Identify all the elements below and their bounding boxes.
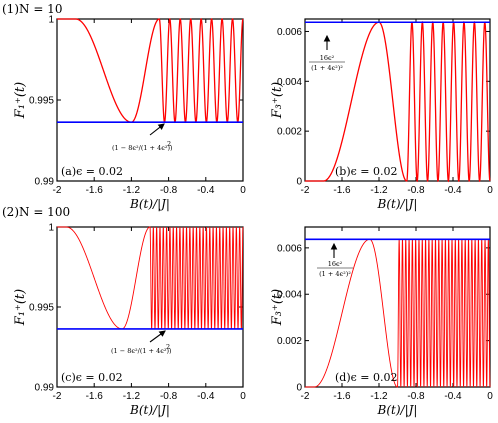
annotation-numerator: 16ϵ²	[328, 260, 343, 268]
x-tick-label: 0	[487, 185, 493, 196]
y-tick-label: 1	[48, 223, 54, 234]
x-tick-label: -2	[53, 185, 62, 196]
panel-label-c: (c)ϵ = 0.02	[61, 371, 123, 384]
x-tick-label: -0.8	[407, 185, 425, 196]
section-label-n100: (2)N = 100	[2, 205, 71, 219]
x-tick-label: -0.4	[444, 185, 462, 196]
x-tick-label: -2	[301, 185, 310, 196]
panel-b: -2 -1.6 -1.2 -0.8 -0.4 0 0 0.002 0.004 0.006 B(t)/…	[270, 18, 493, 211]
x-tick-label: -0.8	[407, 391, 425, 402]
annotation-exponent: 2	[166, 343, 170, 351]
annotation-formula: (1 − 8ϵ²/(1 + 4ϵ²))	[112, 144, 173, 152]
plot-frame	[304, 18, 491, 182]
y-axis-label: F₁⁺(t)	[13, 289, 28, 326]
x-tick-label: -2	[53, 391, 62, 402]
x-tick-label: 0	[487, 391, 493, 402]
x-tick-label: -2	[301, 391, 310, 402]
x-tick-label: -1.6	[86, 391, 104, 402]
panel-label-d: (d)ϵ = 0.02	[335, 371, 398, 384]
panel-c: -2 -1.6 -1.2 -0.8 -0.4 0 0.99 0.995 1 B(t)/|J| F₁⁺…	[13, 223, 246, 418]
annotation-denominator: (1 + 4ϵ²)²	[319, 270, 351, 278]
series-curve-d	[305, 238, 491, 388]
x-axis-label: B(t)/|J|	[377, 403, 418, 417]
y-tick-label: 1	[48, 15, 54, 26]
x-tick-label: -0.4	[197, 391, 215, 402]
y-axis-label: F₁⁺(t)	[13, 82, 28, 119]
annotation-denominator: (1 + 4ϵ²)²	[311, 64, 343, 72]
annotation-formula: (1 − 8ϵ²/(1 + 4ϵ²))	[111, 347, 172, 355]
x-tick-label: -1.2	[370, 185, 388, 196]
y-tick-label: 0	[296, 383, 302, 394]
x-axis-label: B(t)/|J|	[377, 197, 418, 211]
y-tick-label: 0.002	[277, 336, 302, 347]
x-tick-label: -1.2	[370, 391, 388, 402]
panel-a: -2 -1.6 -1.2 -0.8 -0.4 0 0.99 0.995 1 B(t)/|J| F₁⁺…	[13, 15, 246, 212]
x-tick-label: -1.6	[333, 391, 351, 402]
y-tick-label: 0.006	[277, 27, 302, 38]
y-tick-label: 0.99	[35, 177, 55, 188]
x-tick-label: 0	[240, 391, 246, 402]
x-tick-label: -0.4	[444, 391, 462, 402]
panel-label-a: (a)ϵ = 0.02	[61, 165, 123, 178]
y-axis-label: F₃⁺(t)	[270, 289, 285, 326]
y-tick-label: 0.995	[29, 96, 54, 107]
y-tick-label: 0.004	[277, 290, 302, 301]
y-tick-label: 0.99	[35, 383, 55, 394]
x-tick-label: -1.2	[123, 185, 141, 196]
series-curve-a	[57, 17, 244, 124]
y-tick-label: 0.002	[277, 127, 302, 138]
y-axis-label: F₃⁺(t)	[270, 82, 285, 119]
annotation-arrow	[149, 123, 165, 136]
x-tick-label: -1.6	[86, 185, 104, 196]
section-label-n10: (1)N = 10	[2, 2, 63, 16]
annotation-arrow	[149, 330, 166, 343]
y-tick-label: 0.004	[277, 77, 302, 88]
series-curve-b	[305, 20, 491, 183]
y-tick-label: 0.995	[29, 303, 54, 314]
panel-d: -2 -1.6 -1.2 -0.8 -0.4 0 0 0.002 0.004 0.006 B(t)/…	[270, 226, 493, 417]
x-axis-label: B(t)/|J|	[129, 197, 170, 211]
annotation-exponent: 2	[167, 140, 171, 148]
y-tick-label: 0.006	[277, 243, 302, 254]
series-curve-c	[57, 226, 244, 330]
x-tick-label: -1.6	[333, 185, 351, 196]
panel-label-b: (b)ϵ = 0.02	[335, 165, 398, 178]
annotation-numerator: 16ϵ²	[320, 54, 335, 62]
x-tick-label: -0.8	[160, 185, 178, 196]
x-tick-label: -0.8	[160, 391, 178, 402]
x-tick-label: -0.4	[197, 185, 215, 196]
y-tick-label: 0	[296, 177, 302, 188]
x-tick-label: -1.2	[123, 391, 141, 402]
x-tick-label: 0	[240, 185, 246, 196]
x-axis-label: B(t)/|J|	[129, 403, 170, 417]
